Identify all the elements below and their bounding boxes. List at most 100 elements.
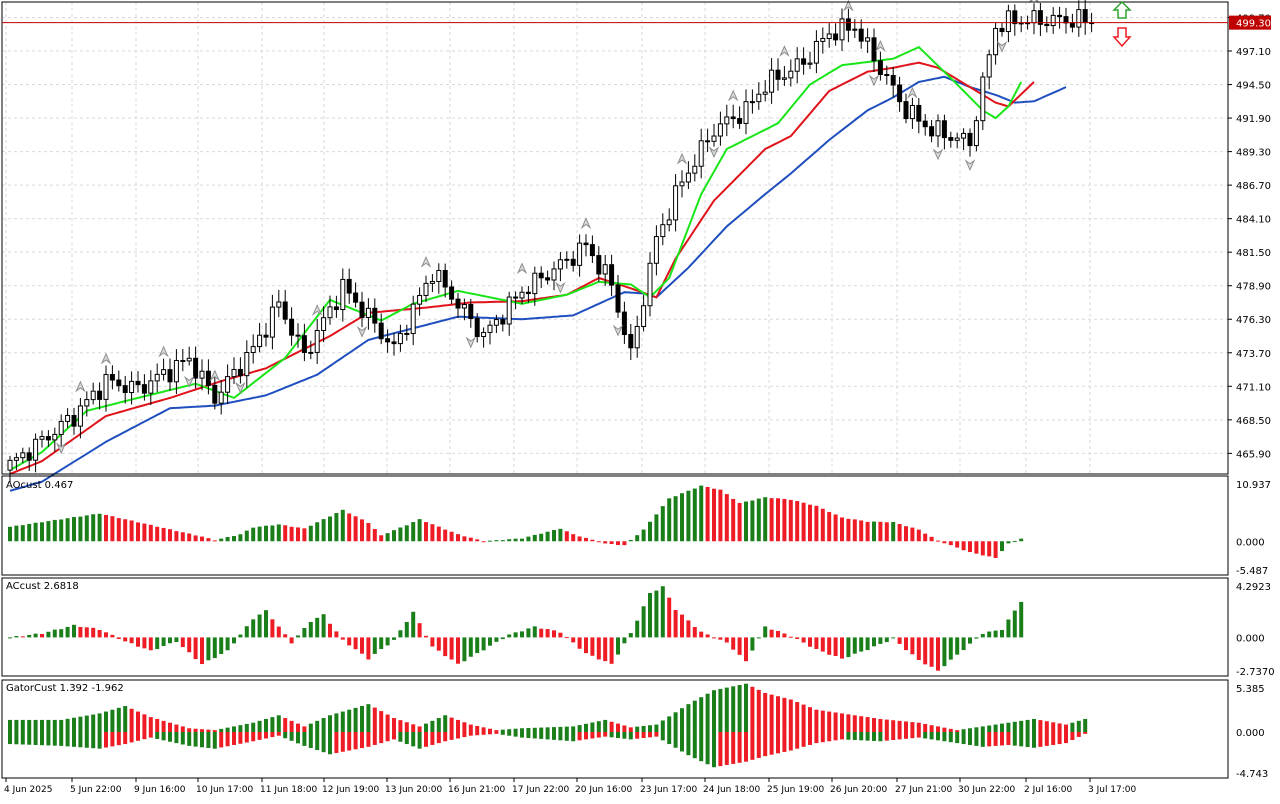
- gator-lower-bar: [673, 731, 678, 748]
- price-tick-label: 486.70: [1236, 181, 1271, 192]
- ac-bar: [481, 637, 486, 651]
- gator-upper-bar: [1006, 722, 1011, 732]
- gator-lower-bar: [321, 731, 326, 753]
- candle: [826, 23, 832, 48]
- gator-upper-bar: [1051, 722, 1056, 732]
- bear-candle-body: [282, 301, 288, 320]
- ao-bar: [257, 526, 262, 542]
- bear-candle-body: [916, 104, 922, 122]
- time-tick-label: 27 Jun 21:00: [895, 785, 952, 795]
- ac-bar: [788, 636, 793, 638]
- bull-candle-body: [973, 120, 979, 147]
- ao-bar: [513, 538, 518, 542]
- candle: [90, 382, 96, 405]
- gator-lower-bar: [481, 731, 486, 735]
- ao-bar: [494, 540, 499, 542]
- bull-candle-body: [397, 333, 403, 345]
- bull-candle-body: [986, 54, 992, 78]
- gator-upper-bar: [987, 725, 992, 732]
- ac-bar: [59, 629, 64, 638]
- ac-bar: [91, 627, 96, 638]
- ac-bar: [852, 637, 857, 654]
- ac-bar: [174, 637, 179, 643]
- ac-bar: [14, 636, 19, 638]
- gator-upper-bar: [1057, 723, 1062, 732]
- gator-upper-bar: [520, 728, 524, 732]
- ac-bar: [1019, 601, 1024, 638]
- gator-upper-bar: [993, 724, 998, 732]
- candle: [205, 359, 211, 395]
- ao-bar: [468, 537, 473, 542]
- time-tick-label: 24 Jun 18:00: [703, 785, 760, 795]
- ac-bar: [923, 637, 928, 665]
- gator-upper-bar: [1025, 719, 1030, 732]
- bear-candle-body: [903, 101, 909, 120]
- ao-tick-label: -5.487: [1236, 566, 1268, 577]
- ao-bar: [328, 516, 332, 542]
- bull-candle-body: [692, 165, 698, 174]
- gator-lower-bar: [475, 731, 480, 736]
- ao-bar: [289, 526, 294, 542]
- candle: [135, 371, 141, 393]
- candle: [39, 430, 45, 448]
- ao-bar: [987, 541, 992, 557]
- fractal-up-arrow: [907, 86, 918, 99]
- ao-bar: [488, 540, 492, 542]
- candle: [481, 327, 487, 348]
- candle: [922, 114, 928, 136]
- time-tick-label: 10 Jun 17:00: [196, 785, 253, 795]
- bull-candle-body: [84, 399, 90, 407]
- gator-lower-bar: [705, 731, 710, 765]
- gator-lower-bar: [744, 731, 748, 762]
- ao-bar: [168, 529, 172, 542]
- gator-upper-bar: [936, 726, 940, 732]
- candle: [225, 364, 231, 405]
- bear-candle-body: [180, 359, 186, 362]
- ao-bar: [296, 527, 300, 542]
- gator-upper-bar: [91, 714, 96, 732]
- gator-lower-bar: [14, 731, 19, 745]
- ac-bar: [603, 637, 608, 662]
- gator-lower-bar: [65, 731, 70, 747]
- candle: [84, 391, 90, 417]
- ac-bar: [948, 637, 953, 660]
- bull-candle-body: [365, 307, 371, 318]
- ao-bar: [475, 539, 480, 542]
- candle: [186, 346, 192, 366]
- panel-frame: [1, 577, 1229, 677]
- ac-bar: [737, 637, 742, 655]
- gator-upper-bar: [360, 705, 364, 732]
- gator-lower-bar: [526, 731, 531, 739]
- candle: [20, 447, 26, 464]
- ao-bar: [552, 530, 556, 542]
- bull-candle-body: [461, 304, 467, 309]
- ac-bar: [673, 609, 678, 638]
- candle: [1076, 0, 1082, 37]
- ac-bar: [974, 637, 979, 639]
- ac-bar: [155, 637, 160, 650]
- ao-bar: [372, 529, 377, 542]
- gator-upper-bar: [571, 726, 576, 732]
- bear-candle-body: [122, 385, 128, 394]
- ao-bar: [520, 538, 524, 542]
- candle: [122, 375, 128, 404]
- ac-bar: [846, 637, 851, 658]
- ac-bar: [993, 630, 998, 638]
- ac-bar: [200, 637, 204, 665]
- ao-bar: [699, 485, 704, 542]
- ao-bar: [347, 513, 352, 542]
- ao-bar: [884, 522, 889, 542]
- ac-bar: [609, 637, 614, 664]
- gator-upper-bar: [78, 716, 83, 732]
- gator-upper-bar: [244, 723, 249, 732]
- bull-candle-body: [865, 37, 871, 42]
- ac-bar: [859, 637, 864, 652]
- gator-lower-bar: [910, 731, 915, 739]
- ac-bar: [616, 637, 620, 655]
- candle: [301, 323, 307, 362]
- gator-lower-bar: [411, 731, 416, 747]
- bull-candle-body: [20, 452, 26, 459]
- gator-upper-bar: [820, 710, 825, 732]
